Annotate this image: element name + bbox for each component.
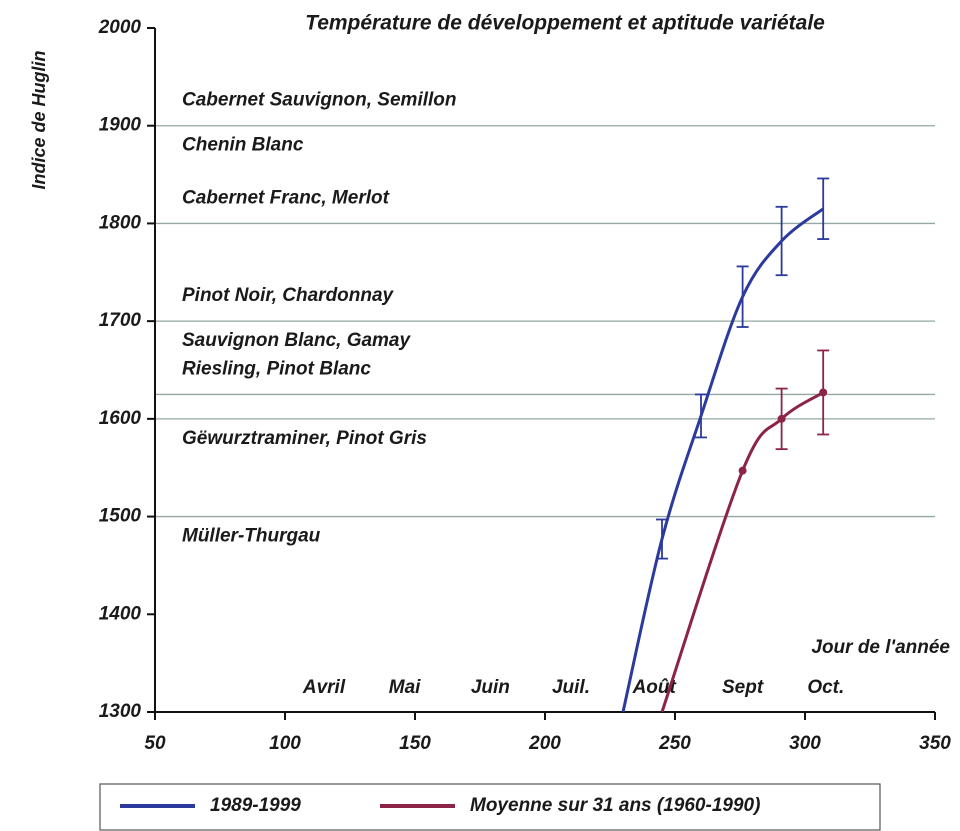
x-tick-label: 200 — [528, 733, 561, 754]
month-label: Août — [632, 677, 677, 698]
variety-label: Cabernet Franc, Merlot — [182, 187, 390, 208]
month-label: Oct. — [807, 677, 844, 698]
x-axis-label: Jour de l'année — [811, 637, 950, 658]
month-label: Avril — [302, 677, 346, 698]
y-tick-label: 1700 — [99, 310, 142, 331]
month-label: Sept — [722, 677, 764, 698]
y-tick-label: 1600 — [99, 408, 142, 429]
month-label: Juil. — [552, 677, 590, 698]
error-bar — [695, 393, 707, 439]
x-tick-label: 250 — [658, 733, 691, 754]
point — [777, 414, 786, 423]
legend-label: Moyenne sur 31 ans (1960-1990) — [470, 795, 760, 816]
variety-label: Gëwurztraminer, Pinot Gris — [182, 428, 427, 449]
legend-box — [99, 783, 881, 831]
y-axis-label: Indice de Huglin — [29, 50, 49, 189]
series-line — [621, 207, 825, 712]
series-line — [660, 391, 825, 712]
month-label: Mai — [389, 677, 421, 698]
x-tick-label: 300 — [789, 733, 821, 754]
variety-label: Sauvignon Blanc, Gamay — [182, 330, 411, 351]
x-tick-label: 350 — [919, 733, 951, 754]
x-tick-label: 150 — [399, 733, 431, 754]
y-tick-label: 1800 — [99, 212, 142, 233]
y-tick-label: 1900 — [99, 115, 142, 136]
x-tick-label: 50 — [144, 733, 166, 754]
y-tick-label: 1300 — [99, 701, 142, 722]
variety-label: Pinot Noir, Chardonnay — [182, 285, 395, 306]
error-bar — [817, 177, 830, 240]
plot-area — [621, 177, 830, 712]
point — [819, 388, 828, 397]
variety-label: Müller-Thurgau — [182, 526, 321, 547]
y-tick-label: 1500 — [99, 506, 142, 527]
x-tick-label: 100 — [269, 733, 301, 754]
error-bar — [736, 265, 749, 328]
point — [738, 466, 747, 475]
variety-label: Chenin Blanc — [182, 135, 304, 156]
error-bar — [775, 205, 788, 277]
variety-label: Cabernet Sauvignon, Semillon — [182, 90, 457, 111]
month-label: Juin — [471, 677, 510, 698]
error-bar — [656, 518, 668, 560]
legend-label: 1989-1999 — [210, 795, 301, 816]
chart-title: Température de développement et aptitude… — [305, 12, 825, 35]
y-tick-label: 2000 — [98, 17, 142, 38]
variety-label: Riesling, Pinot Blanc — [182, 358, 371, 379]
y-tick-label: 1400 — [99, 603, 142, 624]
